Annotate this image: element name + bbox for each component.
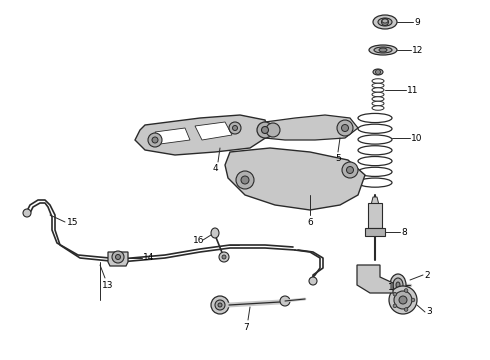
Text: 1: 1	[388, 284, 394, 292]
Ellipse shape	[379, 48, 387, 52]
Circle shape	[241, 176, 249, 184]
Text: 9: 9	[414, 18, 420, 27]
Ellipse shape	[372, 92, 384, 97]
Circle shape	[232, 126, 238, 131]
Circle shape	[342, 162, 358, 178]
Polygon shape	[357, 265, 393, 293]
Polygon shape	[371, 197, 379, 205]
Ellipse shape	[358, 135, 392, 144]
Text: 5: 5	[335, 153, 341, 162]
Polygon shape	[225, 148, 365, 210]
Ellipse shape	[372, 83, 384, 88]
Text: 10: 10	[411, 134, 422, 143]
Ellipse shape	[372, 88, 384, 92]
Circle shape	[148, 133, 162, 147]
Ellipse shape	[372, 97, 384, 101]
Circle shape	[404, 289, 408, 292]
Text: 3: 3	[426, 307, 432, 316]
Circle shape	[394, 291, 412, 309]
Ellipse shape	[378, 18, 392, 26]
Circle shape	[211, 296, 229, 314]
Text: 15: 15	[67, 217, 78, 226]
Polygon shape	[155, 128, 190, 144]
Text: 8: 8	[401, 228, 407, 237]
Circle shape	[382, 18, 389, 26]
Circle shape	[215, 300, 225, 310]
Circle shape	[337, 120, 353, 136]
Circle shape	[393, 292, 397, 296]
Ellipse shape	[211, 228, 219, 238]
Ellipse shape	[382, 19, 388, 23]
Circle shape	[152, 137, 158, 143]
Polygon shape	[365, 228, 385, 236]
Text: 7: 7	[243, 323, 249, 332]
Circle shape	[399, 296, 407, 304]
Polygon shape	[195, 122, 232, 140]
Text: 2: 2	[424, 270, 430, 279]
Text: 16: 16	[193, 235, 204, 244]
Text: 4: 4	[213, 163, 219, 172]
Circle shape	[346, 166, 353, 174]
Circle shape	[219, 252, 229, 262]
Circle shape	[342, 125, 348, 131]
Circle shape	[389, 286, 417, 314]
Circle shape	[411, 298, 415, 302]
Circle shape	[236, 171, 254, 189]
Ellipse shape	[373, 69, 383, 75]
Ellipse shape	[358, 113, 392, 122]
Circle shape	[375, 69, 381, 75]
Ellipse shape	[358, 157, 392, 166]
Ellipse shape	[372, 106, 384, 110]
Circle shape	[404, 308, 408, 311]
Circle shape	[393, 304, 397, 308]
Circle shape	[280, 296, 290, 306]
Polygon shape	[368, 203, 382, 228]
Ellipse shape	[358, 178, 392, 187]
Ellipse shape	[396, 282, 400, 288]
Ellipse shape	[369, 45, 397, 55]
Text: 6: 6	[307, 217, 313, 226]
Circle shape	[112, 251, 124, 263]
Ellipse shape	[372, 79, 384, 83]
Circle shape	[218, 303, 222, 307]
Text: 14: 14	[143, 253, 154, 262]
Ellipse shape	[374, 47, 392, 53]
Ellipse shape	[393, 278, 403, 292]
Ellipse shape	[372, 101, 384, 106]
Circle shape	[229, 122, 241, 134]
Ellipse shape	[358, 146, 392, 155]
Polygon shape	[135, 115, 270, 155]
Circle shape	[116, 255, 121, 260]
Ellipse shape	[358, 124, 392, 133]
Circle shape	[309, 277, 317, 285]
Circle shape	[257, 122, 273, 138]
Ellipse shape	[390, 274, 406, 296]
Circle shape	[266, 123, 280, 137]
Polygon shape	[108, 252, 128, 266]
Circle shape	[222, 255, 226, 259]
Ellipse shape	[358, 167, 392, 176]
Text: 12: 12	[412, 45, 423, 54]
Circle shape	[262, 126, 269, 134]
Text: 11: 11	[407, 86, 418, 95]
Text: 13: 13	[102, 280, 114, 289]
Ellipse shape	[373, 15, 397, 29]
Circle shape	[23, 209, 31, 217]
Polygon shape	[265, 115, 358, 140]
